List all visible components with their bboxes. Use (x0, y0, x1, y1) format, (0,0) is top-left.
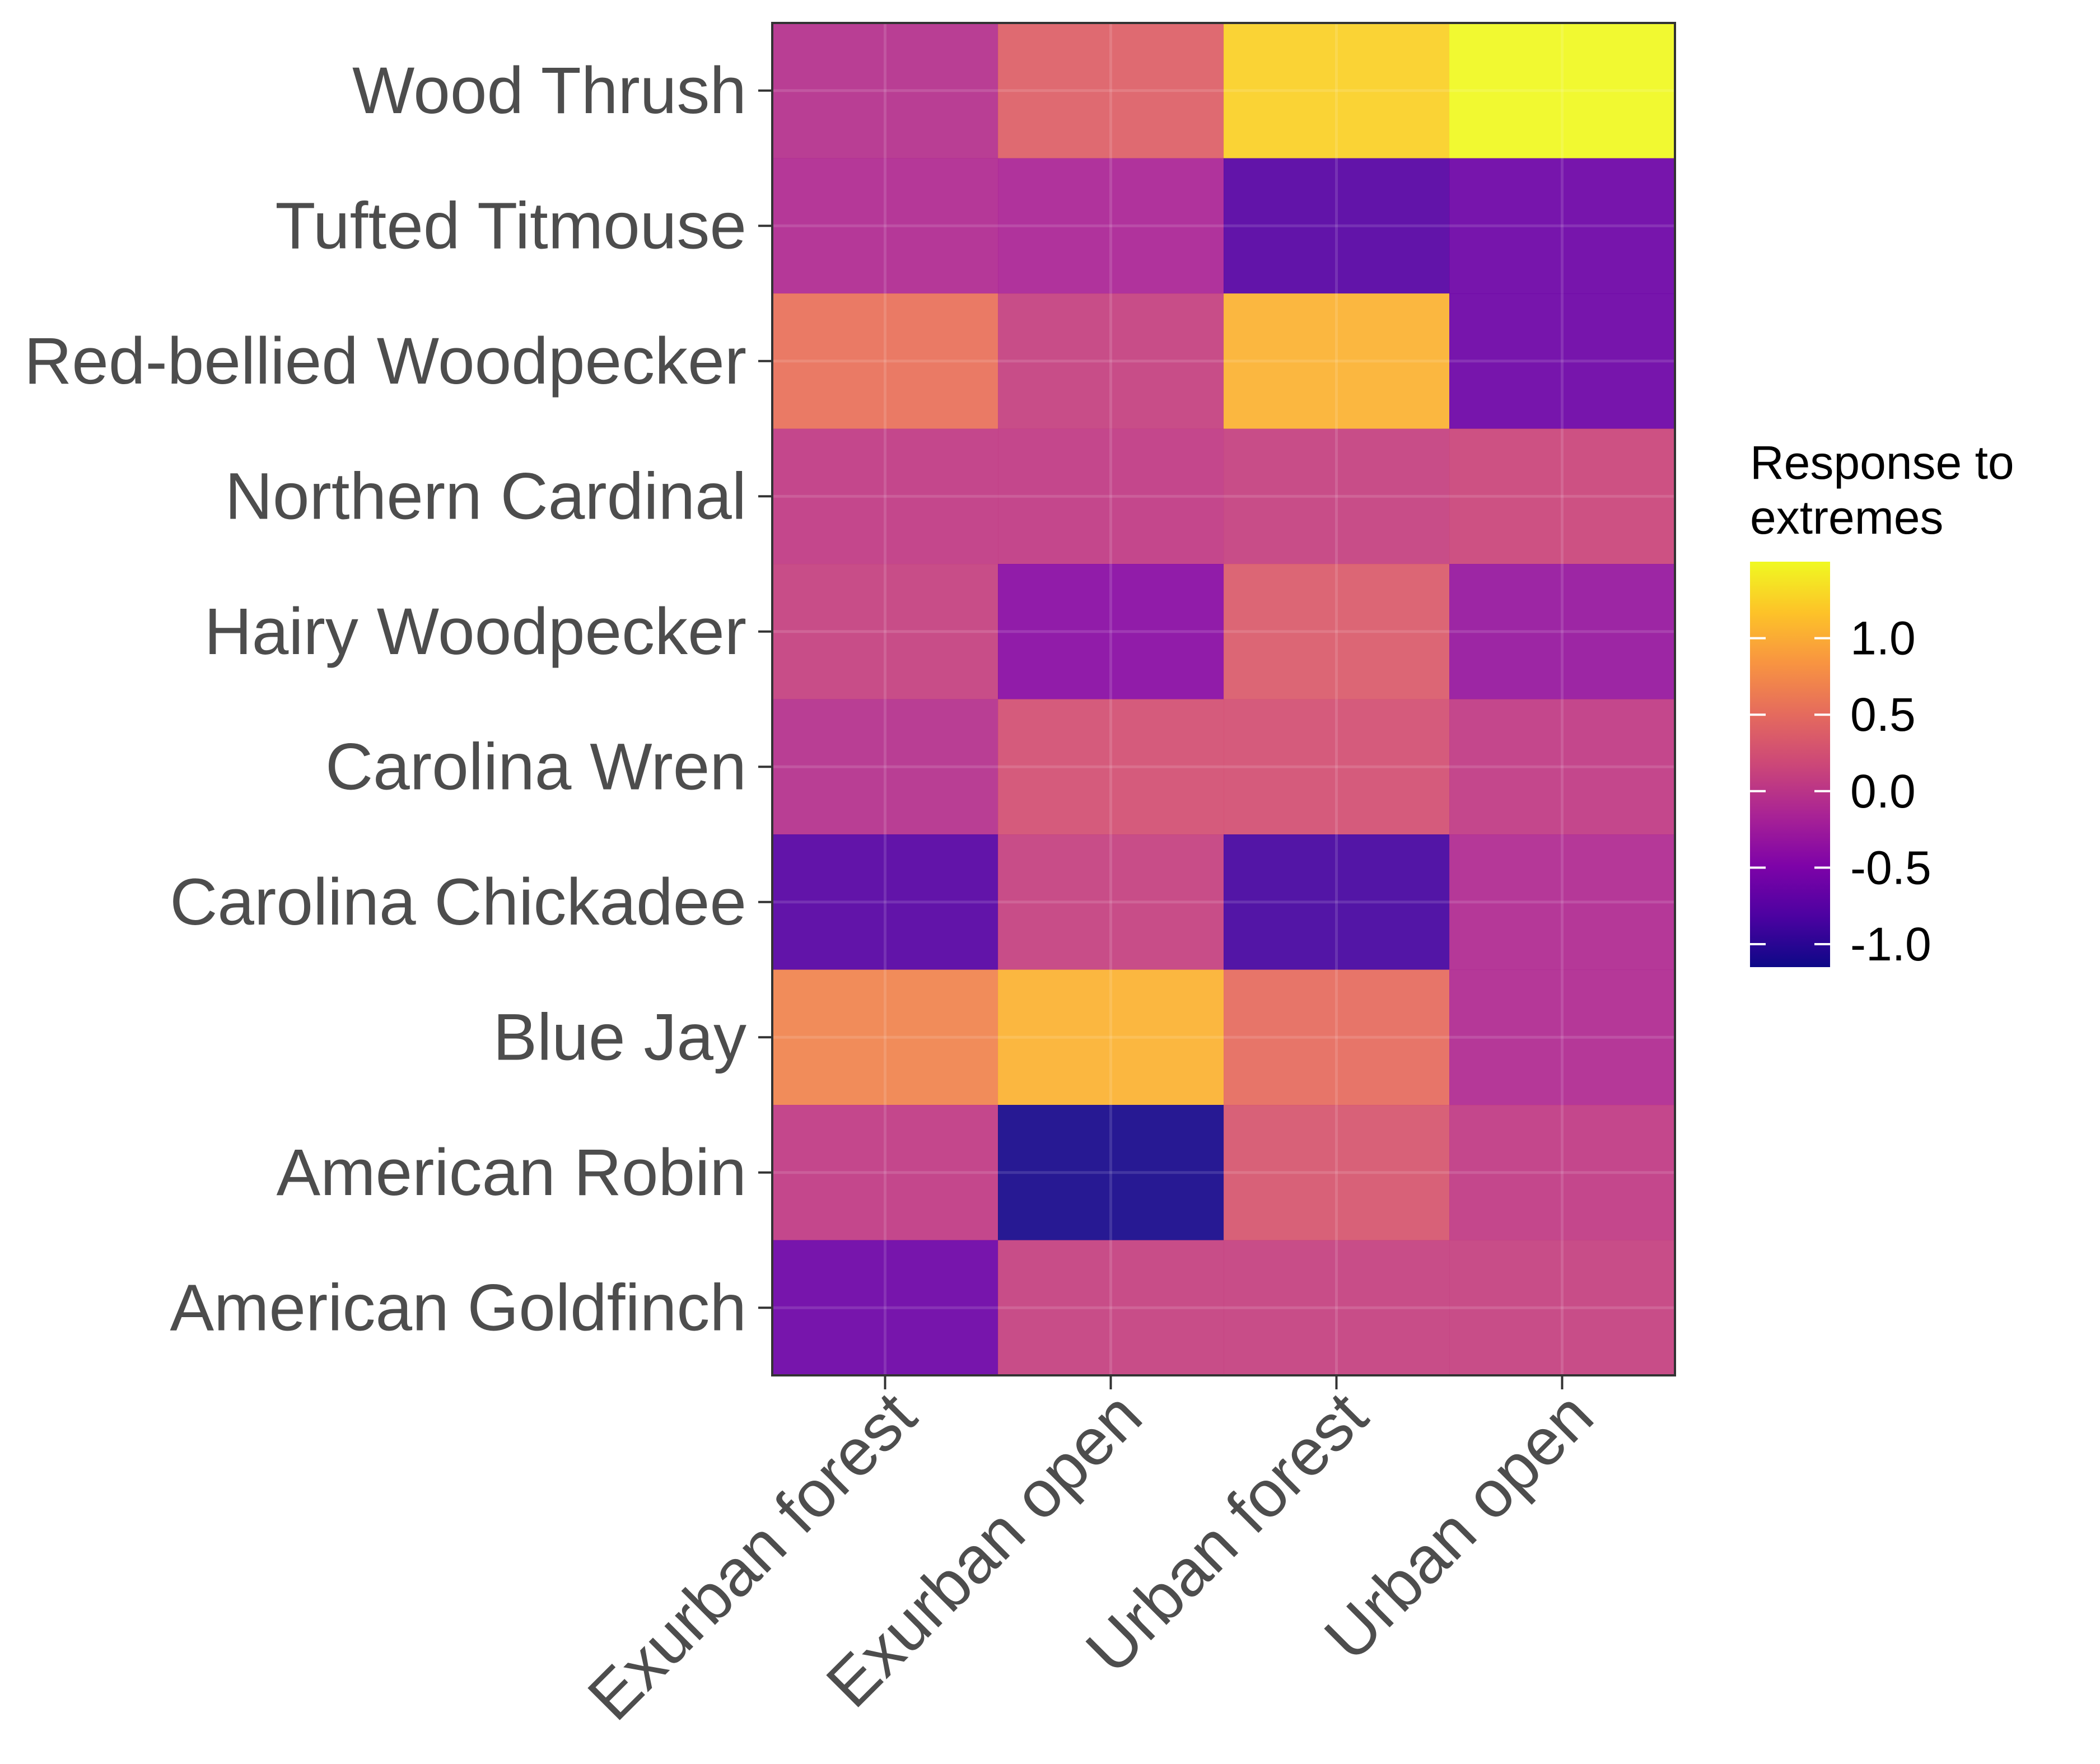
heatmap-cell-red-bellied-woodpecker-exurban-forest (772, 293, 998, 430)
legend-tick-label: 0.5 (1850, 688, 1916, 741)
heatmap-cell-american-robin-exurban-open (998, 1105, 1224, 1241)
y-axis: Wood Thrush Tufted Titmouse Red-bellied Wo… (24, 54, 772, 1345)
heatmap-cell-tufted-titmouse-urban-open (1449, 158, 1676, 294)
heatmap-cell-american-robin-urban-forest (1224, 1105, 1450, 1241)
y-tick-label-hairy-woodpecker: Hairy Woodpecker (204, 595, 746, 669)
heatmap-cell-american-goldfinch-urban-open (1449, 1240, 1676, 1376)
heatmap-cell-blue-jay-urban-open (1449, 969, 1676, 1105)
heatmap-cell-hairy-woodpecker-exurban-forest (772, 564, 998, 700)
grid-lines (772, 23, 1675, 1375)
y-tick-label-american-robin: American Robin (277, 1136, 746, 1210)
heatmap-cell-blue-jay-urban-forest (1224, 969, 1450, 1105)
heatmap-cell-carolina-wren-urban-forest (1224, 699, 1450, 835)
heatmap-cell-northern-cardinal-urban-forest (1224, 428, 1450, 564)
heatmap-cell-tufted-titmouse-urban-forest (1224, 158, 1450, 294)
legend-tick-label: -1.0 (1850, 918, 1931, 970)
heatmap-cell-american-robin-urban-open (1449, 1105, 1676, 1241)
heatmap-cell-american-goldfinch-exurban-forest (772, 1240, 998, 1376)
heatmap-cell-american-goldfinch-urban-forest (1224, 1240, 1450, 1376)
heatmap-cell-tufted-titmouse-exurban-forest (772, 158, 998, 294)
heatmap-cell-american-robin-exurban-forest (772, 1105, 998, 1241)
legend-tick-label: 0.0 (1850, 765, 1916, 818)
legend-tick-label: -0.5 (1850, 841, 1931, 894)
heatmap-cell-hairy-woodpecker-urban-forest (1224, 564, 1450, 700)
heatmap-cell-hairy-woodpecker-exurban-open (998, 564, 1224, 700)
heatmap-cell-red-bellied-woodpecker-urban-open (1449, 293, 1676, 430)
heatmap-cell-tufted-titmouse-exurban-open (998, 158, 1224, 294)
heatmap-cell-carolina-wren-exurban-forest (772, 699, 998, 835)
heatmap-cell-northern-cardinal-exurban-forest (772, 428, 998, 564)
y-tick-label-carolina-wren: Carolina Wren (325, 730, 746, 804)
y-tick-label-blue-jay: Blue Jay (493, 1000, 746, 1074)
heatmap-cell-hairy-woodpecker-urban-open (1449, 564, 1676, 700)
y-tick-label-northern-cardinal: Northern Cardinal (225, 459, 746, 533)
heatmap-cell-carolina-chickadee-exurban-forest (772, 834, 998, 970)
panel-border (771, 22, 1676, 1376)
heatmap-cell-blue-jay-exurban-forest (772, 969, 998, 1105)
heatmap-cell-wood-thrush-exurban-forest (772, 23, 998, 159)
legend-title-line: extremes (1750, 491, 1943, 544)
color-legend: Response to extremes 1.0 0.5 0.0 -0.5 -1.0 (1750, 436, 2014, 970)
heatmap-cell-carolina-chickadee-exurban-open (998, 834, 1224, 970)
y-tick-label-wood-thrush: Wood Thrush (352, 54, 746, 128)
y-tick-label-tufted-titmouse: Tufted Titmouse (275, 189, 746, 263)
heatmap-cell-carolina-chickadee-urban-open (1449, 834, 1676, 970)
heatmap-cell-wood-thrush-urban-forest (1224, 23, 1450, 159)
heatmap-cell-carolina-wren-urban-open (1449, 699, 1676, 835)
legend-colorbar (1750, 562, 1830, 967)
y-tick-label-american-goldfinch: American Goldfinch (170, 1271, 746, 1345)
y-tick-label-carolina-chickadee: Carolina Chickadee (170, 865, 746, 939)
heatmap-cells (772, 23, 1676, 1376)
heatmap-cell-carolina-wren-exurban-open (998, 699, 1224, 835)
heatmap-cell-carolina-chickadee-urban-forest (1224, 834, 1450, 970)
legend-tick-label: 1.0 (1850, 612, 1916, 665)
heatmap-cell-american-goldfinch-exurban-open (998, 1240, 1224, 1376)
heatmap-cell-northern-cardinal-urban-open (1449, 428, 1676, 564)
y-tick-label-red-bellied-woodpecker: Red-bellied Woodpecker (24, 324, 746, 398)
heatmap-cell-wood-thrush-exurban-open (998, 23, 1224, 159)
heatmap-cell-northern-cardinal-exurban-open (998, 428, 1224, 564)
heatmap-cell-blue-jay-exurban-open (998, 969, 1224, 1105)
heatmap-cell-red-bellied-woodpecker-exurban-open (998, 293, 1224, 430)
heatmap-cell-wood-thrush-urban-open (1449, 23, 1676, 159)
legend-title-line: Response to (1750, 436, 2014, 489)
heatmap-cell-red-bellied-woodpecker-urban-forest (1224, 293, 1450, 430)
